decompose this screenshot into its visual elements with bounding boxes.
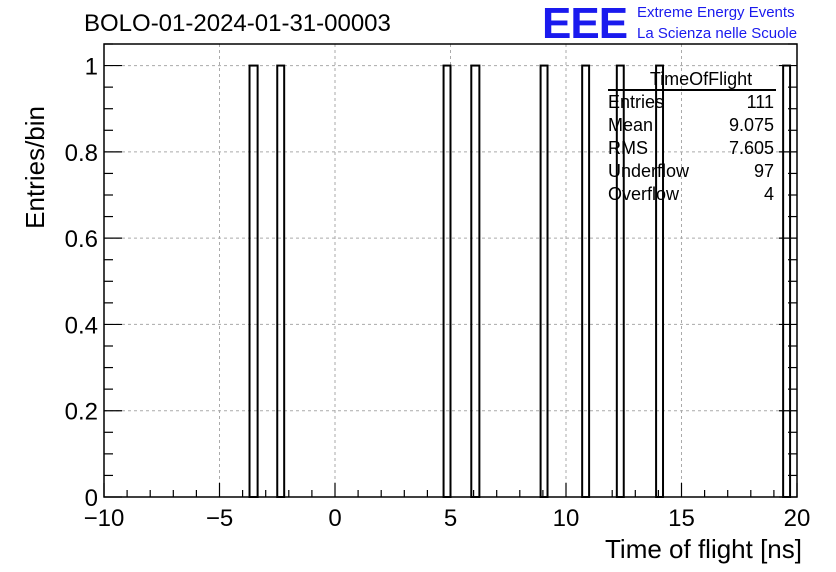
stats-row-entries: Entries 111 [608,91,774,114]
stats-label: Entries [608,92,665,112]
x-tick-label: 15 [668,505,695,532]
eee-logo: EEE [542,0,628,48]
stats-label: Underflow [608,161,690,181]
stats-label: RMS [608,138,648,158]
histogram-bar [539,64,549,498]
stats-box: TimeOfFlight Entries 111 Mean 9.075 RMS … [608,69,776,206]
x-tick-label: −10 [84,505,125,532]
chart-title: BOLO-01-2024-01-31-00003 [84,10,391,37]
histogram-bar [581,64,591,498]
x-tick-label: −5 [206,505,233,532]
logo-text-line2: La Scienza nelle Scuole [637,25,798,42]
stats-row-mean: Mean 9.075 [608,114,774,137]
x-tick-label: 0 [328,505,341,532]
y-tick-label: 1 [85,54,98,81]
y-tick-label: 0.4 [65,312,98,339]
y-tick-label: 0.2 [65,399,98,426]
x-tick-label: 20 [784,505,811,532]
y-tick-label: 0.6 [65,226,98,253]
stats-label: Overflow [608,184,680,204]
histogram-bar [470,64,481,498]
stats-value: 111 [746,92,774,112]
x-tick-label: 10 [553,505,580,532]
stats-value: 7.605 [728,138,774,158]
x-axis-label: Time of flight [ns] [605,534,802,564]
stats-value: 9.075 [728,115,774,135]
stats-row-overflow: Overflow 4 [608,183,774,206]
logo-text-line1: Extreme Energy Events [637,4,795,21]
x-tick-label: 5 [444,505,457,532]
histogram-bar [248,64,259,498]
stats-title: TimeOfFlight [649,69,753,89]
y-tick-label: 0.8 [65,140,98,167]
histogram-bar [276,64,286,498]
stats-divider [608,89,776,91]
y-axis-label: Entries/bin [20,106,50,229]
stats-value: 97 [753,161,774,181]
stats-label: Mean [608,115,654,135]
y-tick-label: 0 [85,485,98,512]
stats-row-rms: RMS 7.605 [608,137,774,160]
stats-row-underflow: Underflow 97 [608,160,774,183]
stats-value: 4 [763,184,774,204]
histogram-bar [442,64,452,498]
